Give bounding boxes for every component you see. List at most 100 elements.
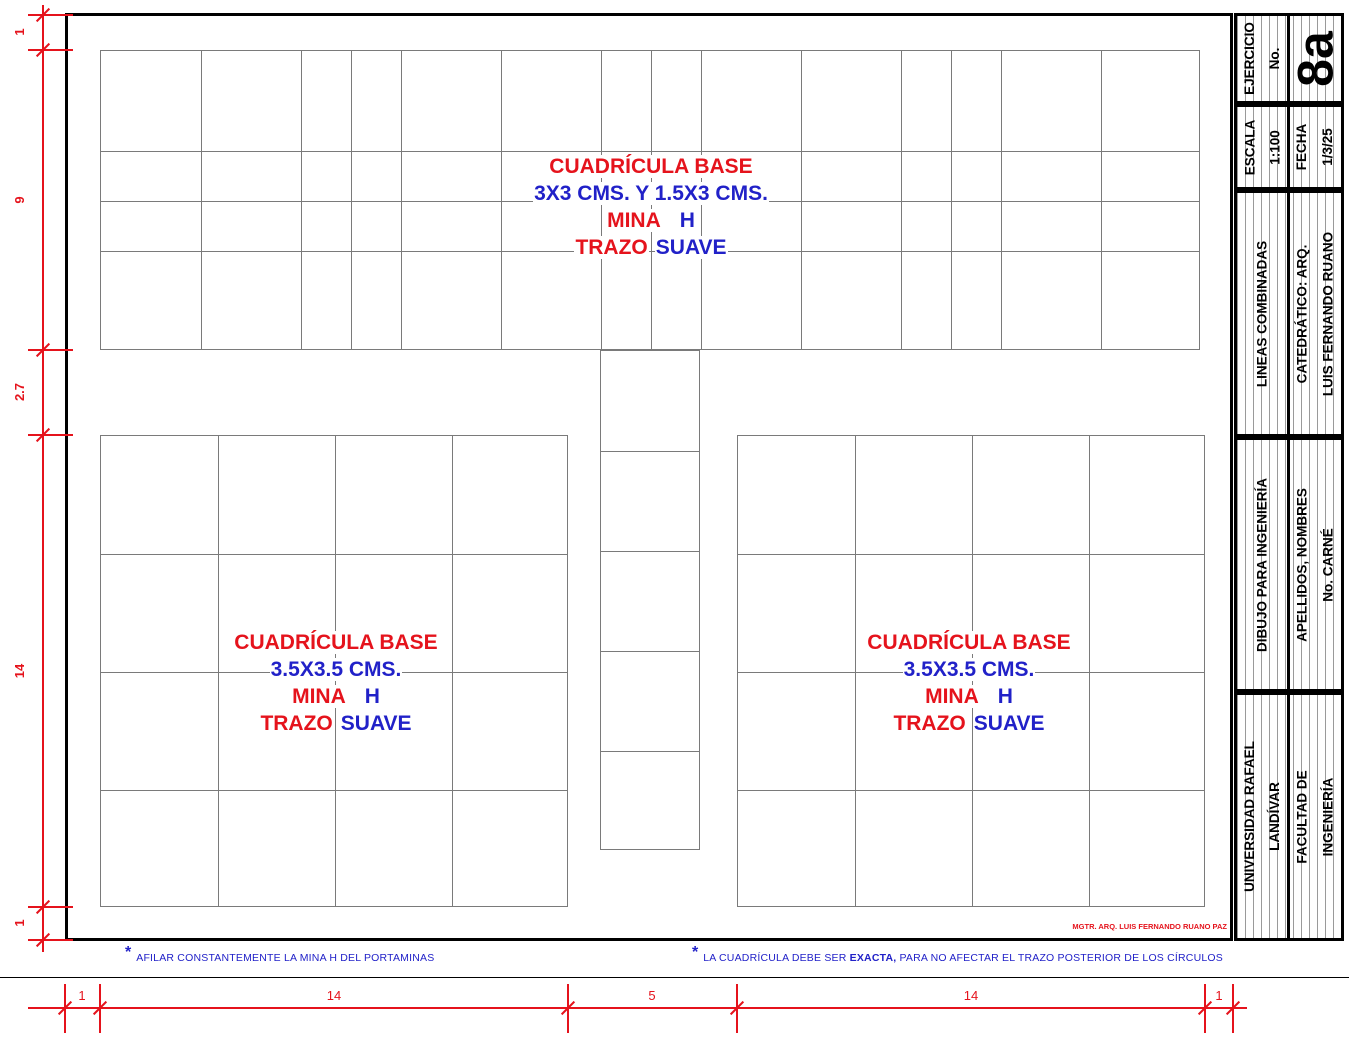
- grid-label-line: MINA H: [36, 683, 636, 710]
- title-text-universidad-right: INGENIERÍA: [1320, 777, 1335, 856]
- title-text-ejercicio-right: 8a: [1287, 30, 1343, 87]
- center-strip-grid: [600, 350, 700, 850]
- dim-extension-line: [28, 906, 73, 908]
- grid-line: [1088, 436, 1090, 906]
- asterisk-icon: *: [692, 944, 699, 961]
- title-section-divider: [1286, 439, 1290, 690]
- title-text-curso-alumno-right: No. CARNÉ: [1320, 527, 1335, 602]
- dim-label: 2.7: [12, 382, 27, 402]
- dim-label: 14: [326, 988, 342, 1003]
- title-text-escala-fecha-left: 1:100: [1267, 129, 1282, 165]
- grid-line: [601, 650, 699, 652]
- grid-label-text: MINA: [606, 209, 662, 232]
- grid-label-text: CUADRÍCULA BASE: [233, 631, 439, 654]
- dim-line-bottom: [28, 1007, 1247, 1009]
- grid-label-line: 3.5X3.5 CMS.: [669, 656, 1269, 683]
- dim-extension-line: [28, 434, 73, 436]
- title-section-divider: [1286, 106, 1290, 188]
- grid-label-text: SUAVE: [972, 712, 1046, 735]
- grid-label-line: 3.5X3.5 CMS.: [36, 656, 636, 683]
- asterisk-icon: *: [125, 944, 132, 961]
- grid-label-line: TRAZO SUAVE: [351, 234, 951, 261]
- separator-line: [0, 976, 1349, 978]
- title-text-escala-fecha-right: FECHA: [1294, 123, 1309, 171]
- dim-label: 9: [12, 196, 27, 204]
- grid-label-line: CUADRÍCULA BASE: [36, 629, 636, 656]
- grid-label-line: TRAZO SUAVE: [669, 710, 1269, 737]
- grid-label-text: H: [678, 209, 696, 232]
- footnote-1: * AFILAR CONSTANTEMENTE LA MINA H DEL POR…: [125, 944, 435, 965]
- grid-label-text: H: [363, 685, 381, 708]
- grid-label-text: MINA: [924, 685, 980, 708]
- grid-line: [400, 51, 402, 349]
- grid-line: [300, 51, 302, 349]
- grid-line: [350, 51, 352, 349]
- grid-line: [950, 51, 952, 349]
- dim-label: 1: [12, 919, 27, 927]
- grid-label-text: SUAVE: [654, 236, 728, 259]
- footnote-text: AFILAR CONSTANTEMENTE LA MINA H DEL PORT…: [136, 952, 435, 964]
- grid-line: [451, 436, 453, 906]
- grid-label-text: TRAZO: [574, 236, 649, 259]
- grid-line: [200, 51, 202, 349]
- grid-line: [900, 51, 902, 349]
- title-text-escala-fecha-left: ESCALA: [1242, 119, 1257, 175]
- sheet-border: [65, 13, 1233, 941]
- grid-label-text: TRAZO: [259, 712, 334, 735]
- grid-line: [800, 51, 802, 349]
- grid-label-text: MINA: [291, 685, 347, 708]
- dim-extension-line: [28, 349, 73, 351]
- grid-label-text: CUADRÍCULA BASE: [548, 155, 754, 178]
- grid-line: [1100, 51, 1102, 349]
- grid-line: [101, 150, 1199, 152]
- dim-line-left: [42, 5, 44, 952]
- grid-line: [217, 436, 219, 906]
- title-text-curso-alumno-right: APELLIDOS, NOMBRES: [1294, 487, 1309, 642]
- grid-label-text: 3.5X3.5 CMS.: [269, 658, 403, 681]
- dim-label: 1: [78, 988, 86, 1003]
- grid-line: [601, 550, 699, 552]
- dim-label: 14: [963, 988, 979, 1003]
- title-section-divider: [1286, 15, 1290, 102]
- title-text-tema-catedratico-right: CATEDRÁTICO: ARQ.: [1294, 244, 1309, 383]
- grid-label-text: CUADRÍCULA BASE: [866, 631, 1072, 654]
- grid-line: [500, 51, 502, 349]
- grid-line: [601, 750, 699, 752]
- dim-label: 1: [12, 28, 27, 36]
- grid-label-line: MINA H: [351, 207, 951, 234]
- dim-extension-line: [28, 14, 73, 16]
- title-text-ejercicio-left: EJERCICIO: [1242, 22, 1257, 95]
- bottom-right-grid-label: CUADRÍCULA BASE 3.5X3.5 CMS. MINA H TRAZO SUA…: [669, 629, 1269, 737]
- footnote-2: * LA CUADRÍCULA DEBE SER EXACTA, PARA NO …: [692, 944, 1223, 965]
- footnote-text: LA CUADRÍCULA DEBE SER EXACTA, PARA NO A…: [703, 952, 1223, 964]
- title-section-divider: [1286, 694, 1290, 939]
- dim-label: 14: [12, 663, 27, 679]
- title-text-escala-fecha-right: 1/3/25: [1320, 128, 1335, 166]
- grid-label-line: CUADRÍCULA BASE: [669, 629, 1269, 656]
- grid-line: [1000, 51, 1002, 349]
- title-text-ejercicio-left: No.: [1267, 47, 1282, 70]
- title-text-universidad-right: FACULTAD DE: [1294, 769, 1309, 864]
- grid-line: [101, 553, 567, 555]
- grid-label-line: MINA H: [669, 683, 1269, 710]
- title-text-tema-catedratico-left: LINEAS COMBINADAS: [1254, 240, 1269, 387]
- grid-label-text: TRAZO: [892, 712, 967, 735]
- grid-label-text: 3X3 CMS. Y 1.5X3 CMS.: [533, 182, 769, 205]
- grid-label-text: SUAVE: [339, 712, 413, 735]
- grid-label-line: 3X3 CMS. Y 1.5X3 CMS.: [351, 180, 951, 207]
- dim-label: 1: [1215, 988, 1223, 1003]
- dim-extension-line: [28, 939, 73, 941]
- grid-label-text: H: [996, 685, 1014, 708]
- grid-label-text: 3.5X3.5 CMS.: [902, 658, 1036, 681]
- credit-text: MGTR. ARQ. LUIS FERNANDO RUANO PAZ: [1072, 922, 1227, 931]
- top-grid-label: CUADRÍCULA BASE 3X3 CMS. Y 1.5X3 CMS. MINA…: [351, 153, 951, 261]
- title-section-divider: [1286, 192, 1290, 435]
- grid-line: [601, 450, 699, 452]
- grid-label-line: TRAZO SUAVE: [36, 710, 636, 737]
- grid-line: [101, 250, 1199, 252]
- grid-line: [738, 553, 1204, 555]
- dim-label: 5: [648, 988, 656, 1003]
- grid-line: [101, 789, 567, 791]
- dim-extension-line: [28, 49, 73, 51]
